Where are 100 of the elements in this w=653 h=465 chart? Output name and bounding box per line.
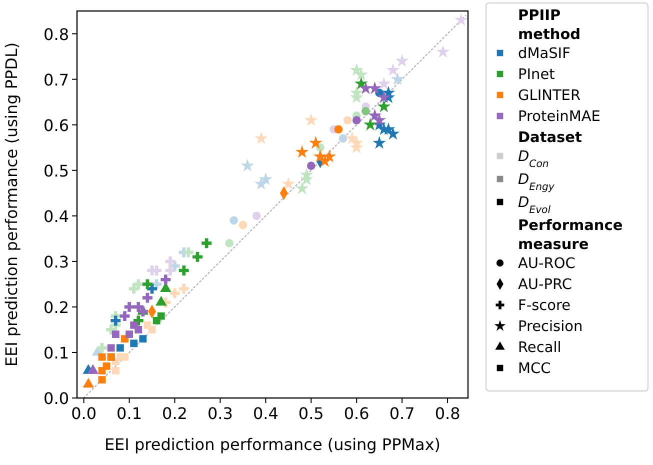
point bbox=[390, 72, 404, 85]
y-tick-label: 0.7 bbox=[44, 70, 69, 90]
x-tick-label: 0.6 bbox=[344, 404, 370, 423]
point bbox=[252, 212, 261, 220]
y-tick-label: 0.8 bbox=[44, 24, 69, 44]
point bbox=[395, 54, 409, 67]
point bbox=[436, 44, 450, 58]
y-axis-title: EEI prediction performance (using PPDL) bbox=[2, 42, 21, 367]
y-tick-label: 0.0 bbox=[44, 389, 69, 408]
point bbox=[372, 136, 386, 149]
point bbox=[282, 177, 296, 190]
point bbox=[354, 68, 368, 80]
point bbox=[98, 376, 106, 384]
point bbox=[142, 292, 152, 303]
legend-label: Recall bbox=[518, 340, 562, 356]
legend-label: AU-PRC bbox=[518, 277, 572, 293]
point bbox=[295, 182, 309, 194]
x-tick-label: 0.5 bbox=[298, 404, 324, 423]
point bbox=[134, 326, 142, 334]
x-axis-title: EEI prediction performance (using PPMax) bbox=[104, 435, 441, 454]
x-tick-label: 0.8 bbox=[434, 404, 460, 423]
point bbox=[152, 316, 160, 324]
point bbox=[128, 284, 139, 294]
point bbox=[309, 136, 322, 149]
x-tick-label: 0.3 bbox=[207, 404, 233, 423]
legend-label: MCC bbox=[518, 361, 551, 377]
point bbox=[202, 238, 212, 248]
legend-label: ProteinMAE bbox=[518, 109, 600, 125]
point bbox=[254, 131, 268, 144]
x-tick-label: 0.7 bbox=[389, 404, 415, 423]
point bbox=[116, 344, 124, 352]
point bbox=[295, 145, 309, 158]
point bbox=[110, 316, 121, 326]
point bbox=[106, 324, 116, 335]
point bbox=[377, 100, 391, 112]
legend-label: F-score bbox=[518, 298, 571, 314]
text: Performance measure bbox=[518, 218, 623, 253]
point bbox=[318, 154, 332, 167]
point bbox=[112, 366, 120, 374]
point bbox=[368, 81, 382, 94]
point bbox=[112, 330, 120, 338]
y-tick-label: 0.6 bbox=[44, 116, 69, 135]
legend-label: D$_{Evol}$ bbox=[518, 195, 551, 216]
point bbox=[98, 366, 106, 374]
point bbox=[97, 342, 107, 353]
text: Dataset bbox=[518, 130, 582, 146]
legend-label: AU-ROC bbox=[518, 256, 576, 272]
point bbox=[259, 172, 272, 186]
point bbox=[126, 330, 133, 338]
legend-label: dMaSIF bbox=[518, 46, 570, 62]
point bbox=[225, 239, 234, 248]
point bbox=[124, 302, 134, 312]
y-tick-label: 0.2 bbox=[44, 298, 69, 317]
y-tick-label: 0.5 bbox=[44, 161, 69, 180]
point bbox=[306, 162, 316, 170]
point bbox=[372, 113, 386, 126]
point bbox=[121, 353, 128, 361]
point bbox=[304, 113, 318, 126]
point bbox=[334, 125, 343, 134]
point bbox=[183, 247, 194, 258]
point bbox=[148, 326, 156, 334]
point bbox=[238, 220, 248, 230]
point bbox=[120, 311, 130, 322]
point bbox=[364, 118, 377, 130]
legend-label: PInet bbox=[518, 67, 556, 83]
point bbox=[178, 266, 189, 276]
point bbox=[343, 116, 352, 124]
y-tick-label: 0.3 bbox=[44, 252, 69, 272]
point bbox=[377, 90, 391, 104]
y-tick-label: 0.4 bbox=[44, 206, 69, 226]
y-tick-label: 0.1 bbox=[44, 343, 69, 362]
point bbox=[139, 335, 147, 343]
point bbox=[454, 13, 468, 26]
legend-label: D$_{Con}$ bbox=[518, 149, 549, 170]
point bbox=[386, 126, 400, 140]
point bbox=[130, 340, 138, 348]
point bbox=[377, 76, 391, 90]
x-tick-label: 0.4 bbox=[252, 404, 278, 423]
x-tick-label: 0.2 bbox=[162, 404, 188, 423]
point bbox=[359, 81, 372, 94]
x-tick-label: 0.1 bbox=[116, 404, 142, 423]
point bbox=[240, 158, 254, 172]
point bbox=[192, 252, 202, 262]
point bbox=[230, 216, 238, 225]
point bbox=[362, 106, 370, 116]
legend-label: Precision bbox=[518, 319, 583, 335]
point bbox=[178, 284, 189, 294]
point bbox=[170, 288, 180, 298]
point bbox=[386, 63, 400, 76]
x-tick-label: 0.0 bbox=[71, 404, 97, 423]
point bbox=[160, 274, 171, 285]
legend-label: D$_{Engy}$ bbox=[518, 172, 556, 192]
point bbox=[338, 134, 348, 143]
point bbox=[133, 316, 144, 326]
point bbox=[165, 256, 176, 266]
point bbox=[107, 344, 115, 352]
point bbox=[352, 116, 361, 124]
point bbox=[142, 279, 152, 290]
point bbox=[165, 266, 176, 276]
legend-label: GLINTER bbox=[518, 88, 581, 104]
